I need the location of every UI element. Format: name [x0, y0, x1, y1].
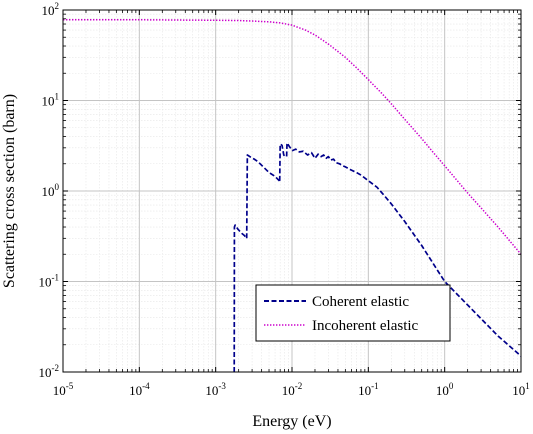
series-line-incoherent-elastic [63, 19, 522, 255]
x-axis-title: Energy (eV) [252, 413, 331, 430]
x-tick-label: 10-3 [205, 381, 226, 398]
y-tick-labels: 10-2 10-1 100 101 102 [39, 1, 60, 380]
y-tick-label: 10-2 [39, 363, 60, 380]
legend-box [255, 284, 451, 342]
x-tick-label: 101 [512, 381, 530, 398]
y-axis-title: Scattering cross section (barn) [1, 94, 18, 288]
legend: Coherent elastic Incoherent elastic [255, 284, 451, 342]
y-tick-label: 102 [42, 1, 60, 18]
legend-label-incoherent-elastic: Incoherent elastic [312, 318, 419, 334]
axis-ticks [62, 9, 522, 373]
x-tick-label: 100 [436, 381, 454, 398]
y-tick-label: 101 [42, 92, 60, 109]
x-tick-labels: 10-5 10-4 10-3 10-2 10-1 100 101 [53, 381, 530, 398]
x-tick-label: 10-5 [53, 381, 74, 398]
legend-label-coherent-elastic: Coherent elastic [312, 294, 409, 310]
x-tick-label: 10-1 [358, 381, 379, 398]
series-line-coherent-elastic [233, 142, 522, 373]
x-tick-label: 10-4 [129, 381, 150, 398]
y-tick-label: 100 [42, 182, 60, 199]
series-layer [63, 19, 522, 373]
y-tick-label: 10-1 [39, 273, 60, 290]
x-tick-label: 10-2 [282, 381, 303, 398]
